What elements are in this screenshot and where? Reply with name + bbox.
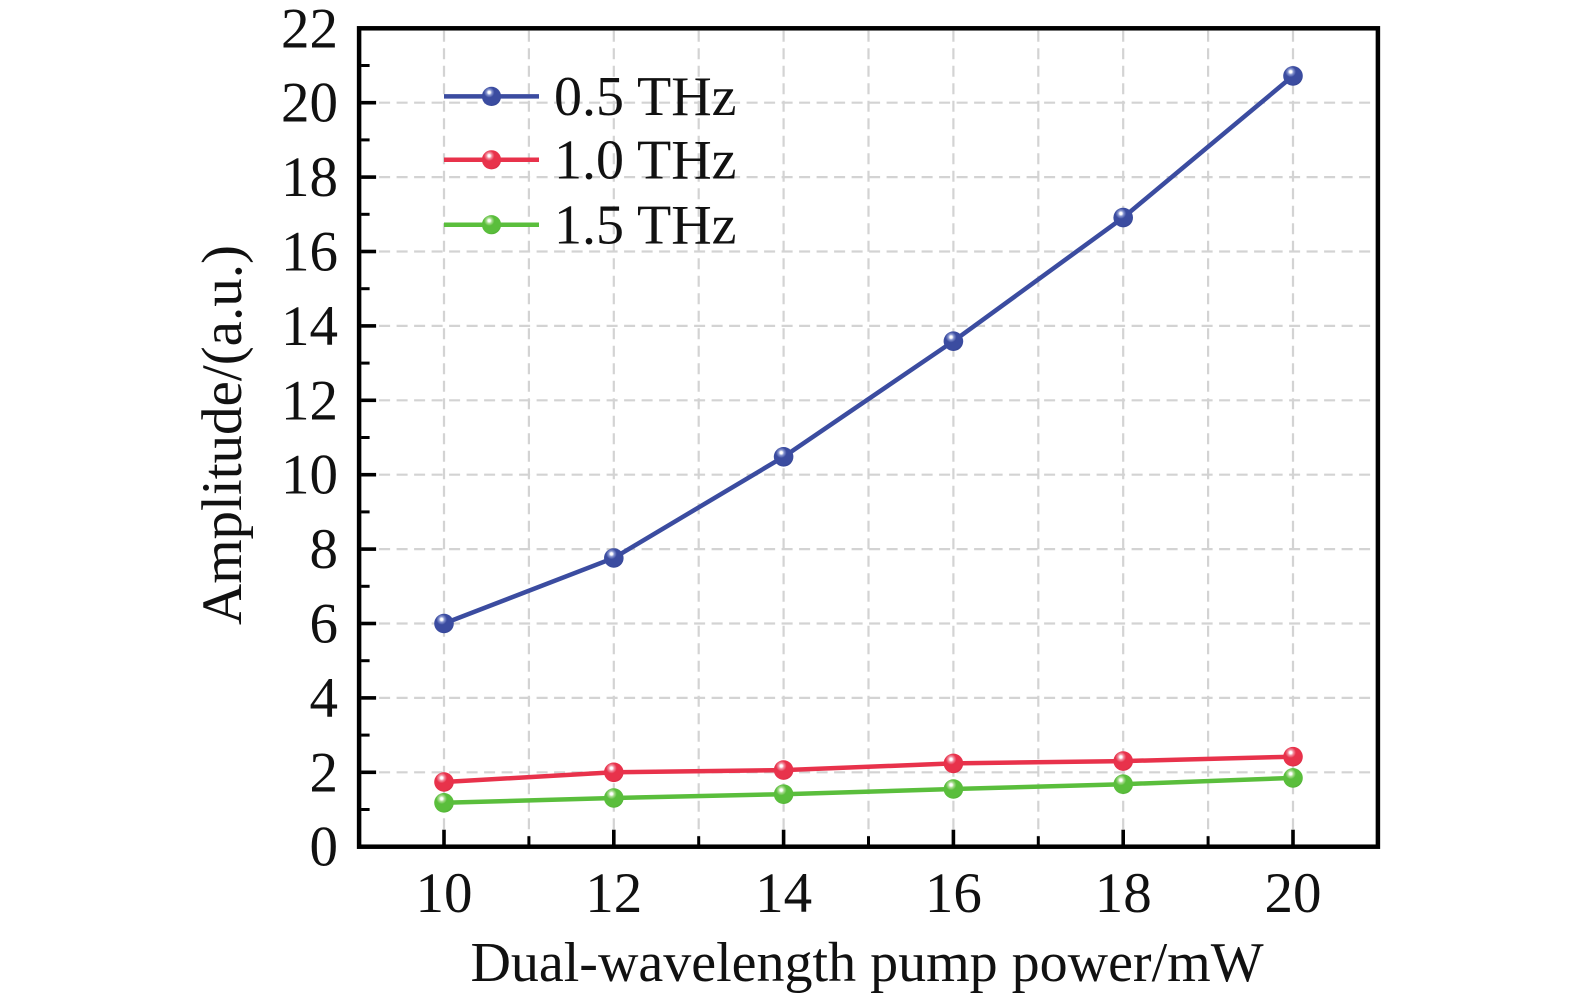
svg-text:16: 16 xyxy=(925,862,982,925)
svg-text:1.0 THz: 1.0 THz xyxy=(554,130,737,192)
svg-text:16: 16 xyxy=(281,221,338,284)
svg-text:12: 12 xyxy=(281,369,338,432)
svg-text:4: 4 xyxy=(310,667,339,730)
svg-text:Amplitude/(a.u.): Amplitude/(a.u.) xyxy=(191,245,254,625)
svg-text:0.5 THz: 0.5 THz xyxy=(554,66,737,128)
svg-text:22: 22 xyxy=(281,0,338,60)
svg-text:18: 18 xyxy=(281,146,338,209)
svg-text:20: 20 xyxy=(281,72,338,135)
svg-text:8: 8 xyxy=(310,518,339,581)
svg-text:2: 2 xyxy=(310,741,339,804)
svg-text:12: 12 xyxy=(585,862,642,925)
svg-text:10: 10 xyxy=(281,444,338,507)
svg-text:18: 18 xyxy=(1095,862,1152,925)
svg-text:Dual-wavelength pump power/mW: Dual-wavelength pump power/mW xyxy=(470,932,1263,994)
svg-text:0: 0 xyxy=(310,816,339,879)
svg-text:20: 20 xyxy=(1265,862,1322,925)
svg-text:10: 10 xyxy=(416,862,473,925)
svg-text:1.5 THz: 1.5 THz xyxy=(554,194,737,256)
svg-text:14: 14 xyxy=(755,862,812,925)
svg-text:6: 6 xyxy=(310,593,339,656)
svg-text:14: 14 xyxy=(281,295,338,358)
